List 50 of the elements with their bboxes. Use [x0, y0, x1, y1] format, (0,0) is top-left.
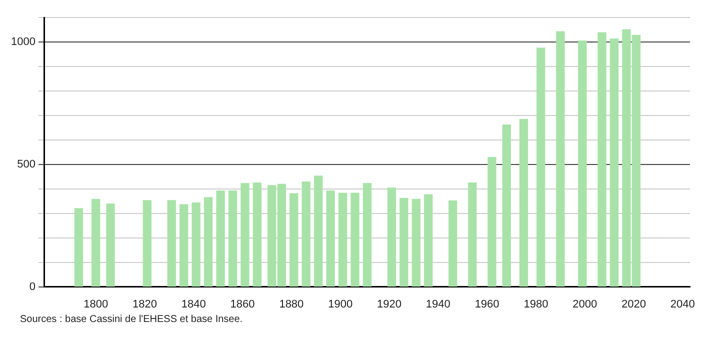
bar — [314, 176, 323, 287]
bar — [468, 182, 477, 287]
x-tick-label: 1980 — [524, 298, 548, 310]
x-tick-label: 1960 — [474, 298, 500, 310]
bar — [350, 192, 360, 287]
bar — [610, 38, 619, 287]
x-tick-label: 2040 — [670, 298, 695, 310]
bar — [412, 198, 420, 287]
x-tick-label: 2020 — [622, 298, 646, 310]
bar — [106, 204, 115, 287]
bar — [180, 204, 188, 287]
bar — [167, 200, 176, 287]
bar — [204, 197, 213, 287]
x-tick-label: 1920 — [377, 298, 402, 310]
x-tick-label: 1940 — [426, 298, 450, 310]
bar — [91, 198, 100, 287]
bar — [424, 194, 433, 287]
x-tick-label: 1900 — [328, 298, 353, 310]
bar — [302, 181, 310, 287]
bar — [142, 200, 152, 287]
bar — [338, 192, 348, 287]
y-tick-label: 500 — [17, 158, 36, 170]
y-tick-label: 1000 — [10, 36, 36, 48]
bar — [448, 200, 458, 287]
bar — [488, 157, 496, 287]
bar — [362, 182, 372, 287]
bar — [240, 182, 250, 287]
bar — [192, 202, 200, 287]
x-tick-label: 1800 — [84, 298, 108, 310]
bar — [519, 118, 528, 287]
x-tick-label: 1840 — [181, 298, 206, 310]
x-tick-label: 2000 — [572, 298, 598, 310]
bar — [326, 190, 335, 287]
x-tick-label: 1860 — [230, 298, 255, 310]
bar — [290, 193, 298, 287]
bar — [556, 31, 565, 287]
bar — [74, 208, 84, 287]
bar — [598, 32, 606, 287]
source-note: Sources : base Cassini de l'EHESS et base Insee. — [20, 314, 244, 325]
y-tick-label: 0 — [29, 280, 36, 293]
bar — [252, 182, 262, 287]
bar — [228, 190, 238, 287]
bar — [578, 40, 587, 287]
bar — [536, 48, 546, 287]
x-tick-label: 1880 — [279, 298, 304, 310]
bar — [216, 190, 225, 287]
bar — [502, 124, 511, 287]
bar — [387, 188, 396, 287]
x-tick-label: 1820 — [132, 298, 157, 310]
bar — [400, 198, 408, 287]
